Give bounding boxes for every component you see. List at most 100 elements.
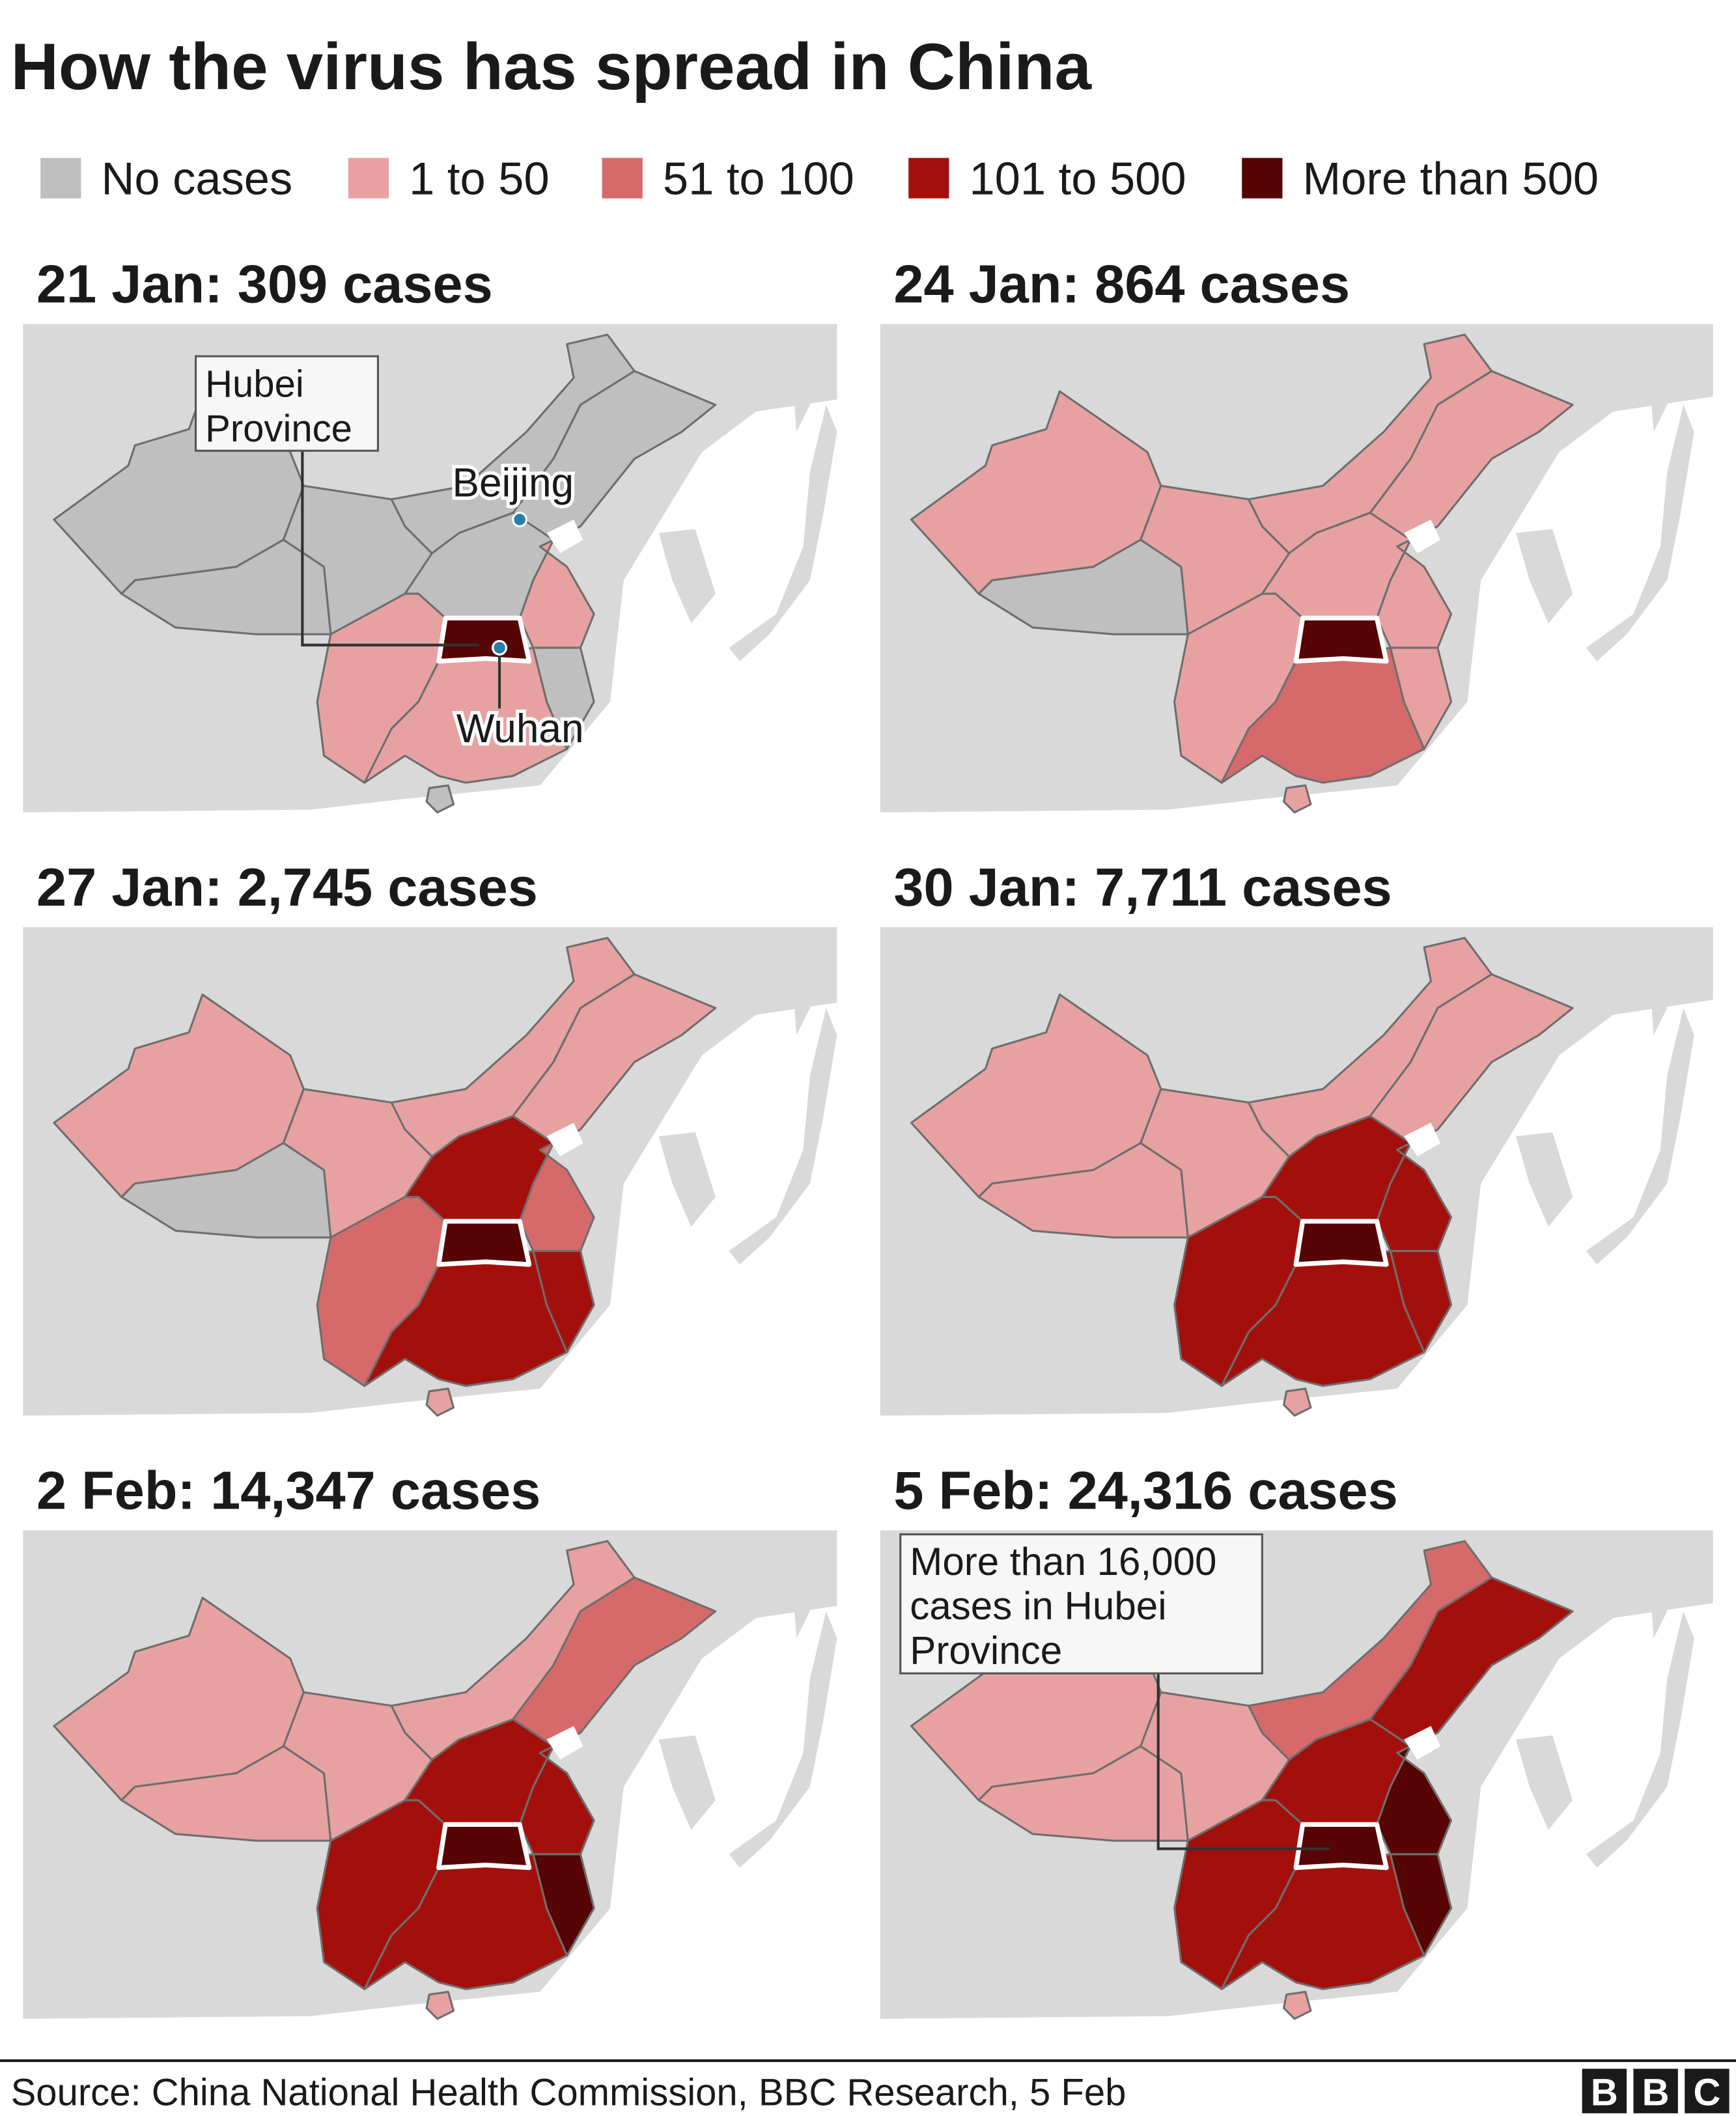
province-region bbox=[532, 1249, 595, 1354]
callout-text: cases in Hubei bbox=[910, 1584, 1166, 1628]
province-region bbox=[425, 1387, 455, 1417]
wuhan-dot bbox=[492, 639, 507, 656]
panel-title: 30 Jan: 7,711 cases bbox=[893, 857, 1392, 917]
legend: No cases 1 to 50 51 to 100 101 to 500 More t… bbox=[40, 152, 1599, 204]
sakhalin bbox=[1647, 938, 1668, 1035]
legend-label: No cases bbox=[101, 152, 292, 204]
sakhalin bbox=[789, 335, 810, 432]
callout-text: Province bbox=[205, 408, 352, 450]
korea bbox=[1516, 1735, 1573, 1830]
callout-line bbox=[301, 451, 479, 647]
map-body bbox=[880, 1530, 1713, 2037]
map-body bbox=[23, 324, 837, 830]
sea bbox=[23, 1003, 837, 1434]
bohai-sea bbox=[1404, 1725, 1440, 1760]
province-region bbox=[1389, 1853, 1453, 1956]
logo-letter: B bbox=[1642, 2071, 1670, 2113]
korea bbox=[658, 1132, 716, 1227]
japan bbox=[1586, 1611, 1694, 1868]
bohai-sea bbox=[546, 1725, 583, 1760]
panel-title: 27 Jan: 2,745 cases bbox=[36, 857, 538, 917]
legend-label: More than 500 bbox=[1303, 152, 1599, 204]
title: How the virus has spread in China bbox=[11, 29, 1093, 104]
callout-text: More than 16,000 bbox=[910, 1540, 1216, 1583]
legend-swatch bbox=[1242, 158, 1283, 199]
legend-swatch bbox=[40, 158, 81, 199]
china-map bbox=[23, 1530, 837, 2037]
japan bbox=[729, 1008, 837, 1265]
province-region bbox=[532, 647, 595, 750]
panel-title: 21 Jan: 309 cases bbox=[36, 253, 493, 314]
province-region bbox=[1282, 784, 1312, 814]
callout-text: Hubei bbox=[205, 363, 304, 405]
legend-label: 101 to 500 bbox=[969, 152, 1186, 204]
logo-block bbox=[1685, 2068, 1729, 2113]
sea bbox=[880, 1603, 1713, 2037]
province-region bbox=[1282, 1990, 1312, 2020]
legend-swatch bbox=[602, 158, 643, 199]
panel-title: 2 Feb: 14,347 cases bbox=[36, 1460, 540, 1520]
callout-box bbox=[195, 355, 380, 452]
sakhalin bbox=[1647, 1541, 1668, 1639]
legend-label: 51 to 100 bbox=[663, 152, 854, 204]
bohai-sea bbox=[1404, 1122, 1440, 1157]
sakhalin bbox=[1647, 335, 1668, 432]
japan bbox=[729, 404, 837, 661]
city-label: Beijing bbox=[452, 461, 574, 506]
panel-title: 5 Feb: 24,316 cases bbox=[893, 1460, 1397, 1520]
source: Source: China National Health Commission… bbox=[11, 2071, 1127, 2113]
legend-swatch bbox=[348, 158, 389, 199]
hubei-province bbox=[1293, 1822, 1389, 1871]
china-map bbox=[880, 1530, 1713, 2037]
hubei-province bbox=[436, 1822, 532, 1871]
korea bbox=[658, 529, 716, 624]
province-region bbox=[1282, 1387, 1312, 1417]
china-map bbox=[23, 926, 837, 1434]
province-region bbox=[425, 1990, 455, 2020]
sakhalin bbox=[789, 1541, 810, 1639]
bohai-sea bbox=[546, 1122, 583, 1157]
province-region bbox=[425, 784, 455, 814]
hubei-province bbox=[1293, 615, 1389, 664]
korea bbox=[658, 1735, 716, 1830]
bohai-sea bbox=[546, 519, 583, 553]
legend-label: 1 to 50 bbox=[409, 152, 550, 204]
map-body bbox=[23, 926, 837, 1434]
sea bbox=[23, 399, 837, 830]
bohai-sea bbox=[1404, 519, 1440, 553]
japan bbox=[1586, 404, 1694, 661]
callout-line bbox=[1156, 1673, 1330, 1850]
logo-block bbox=[1582, 2068, 1627, 2113]
beijing-dot bbox=[512, 512, 528, 527]
china-map bbox=[880, 926, 1713, 1434]
panel-title: 24 Jan: 864 cases bbox=[893, 253, 1350, 314]
hubei-province bbox=[436, 1219, 532, 1267]
logo-letter: B bbox=[1591, 2071, 1618, 2113]
map-body bbox=[880, 324, 1713, 830]
korea bbox=[1516, 1132, 1573, 1227]
hubei-province bbox=[436, 615, 532, 664]
sea bbox=[23, 1606, 837, 2037]
province-region bbox=[532, 1853, 595, 1956]
province-region bbox=[1389, 647, 1453, 750]
korea bbox=[1516, 529, 1573, 624]
callout-text: Province bbox=[910, 1629, 1062, 1673]
map-body bbox=[880, 926, 1713, 1434]
callout-box bbox=[899, 1533, 1263, 1675]
province-region bbox=[1389, 1249, 1453, 1354]
map-panels: 21 Jan: 309 casesHubeiProvinceBeijingWuh… bbox=[23, 253, 1713, 2037]
logo-letter: C bbox=[1693, 2071, 1720, 2113]
legend-swatch bbox=[908, 158, 949, 199]
sea bbox=[880, 397, 1713, 830]
hubei-province bbox=[1293, 1219, 1389, 1267]
china-map bbox=[880, 324, 1713, 830]
sakhalin bbox=[789, 938, 810, 1035]
city-label: Wuhan bbox=[456, 706, 584, 751]
japan bbox=[1586, 1008, 1694, 1265]
map-body bbox=[23, 1530, 837, 2037]
japan bbox=[729, 1611, 837, 1868]
